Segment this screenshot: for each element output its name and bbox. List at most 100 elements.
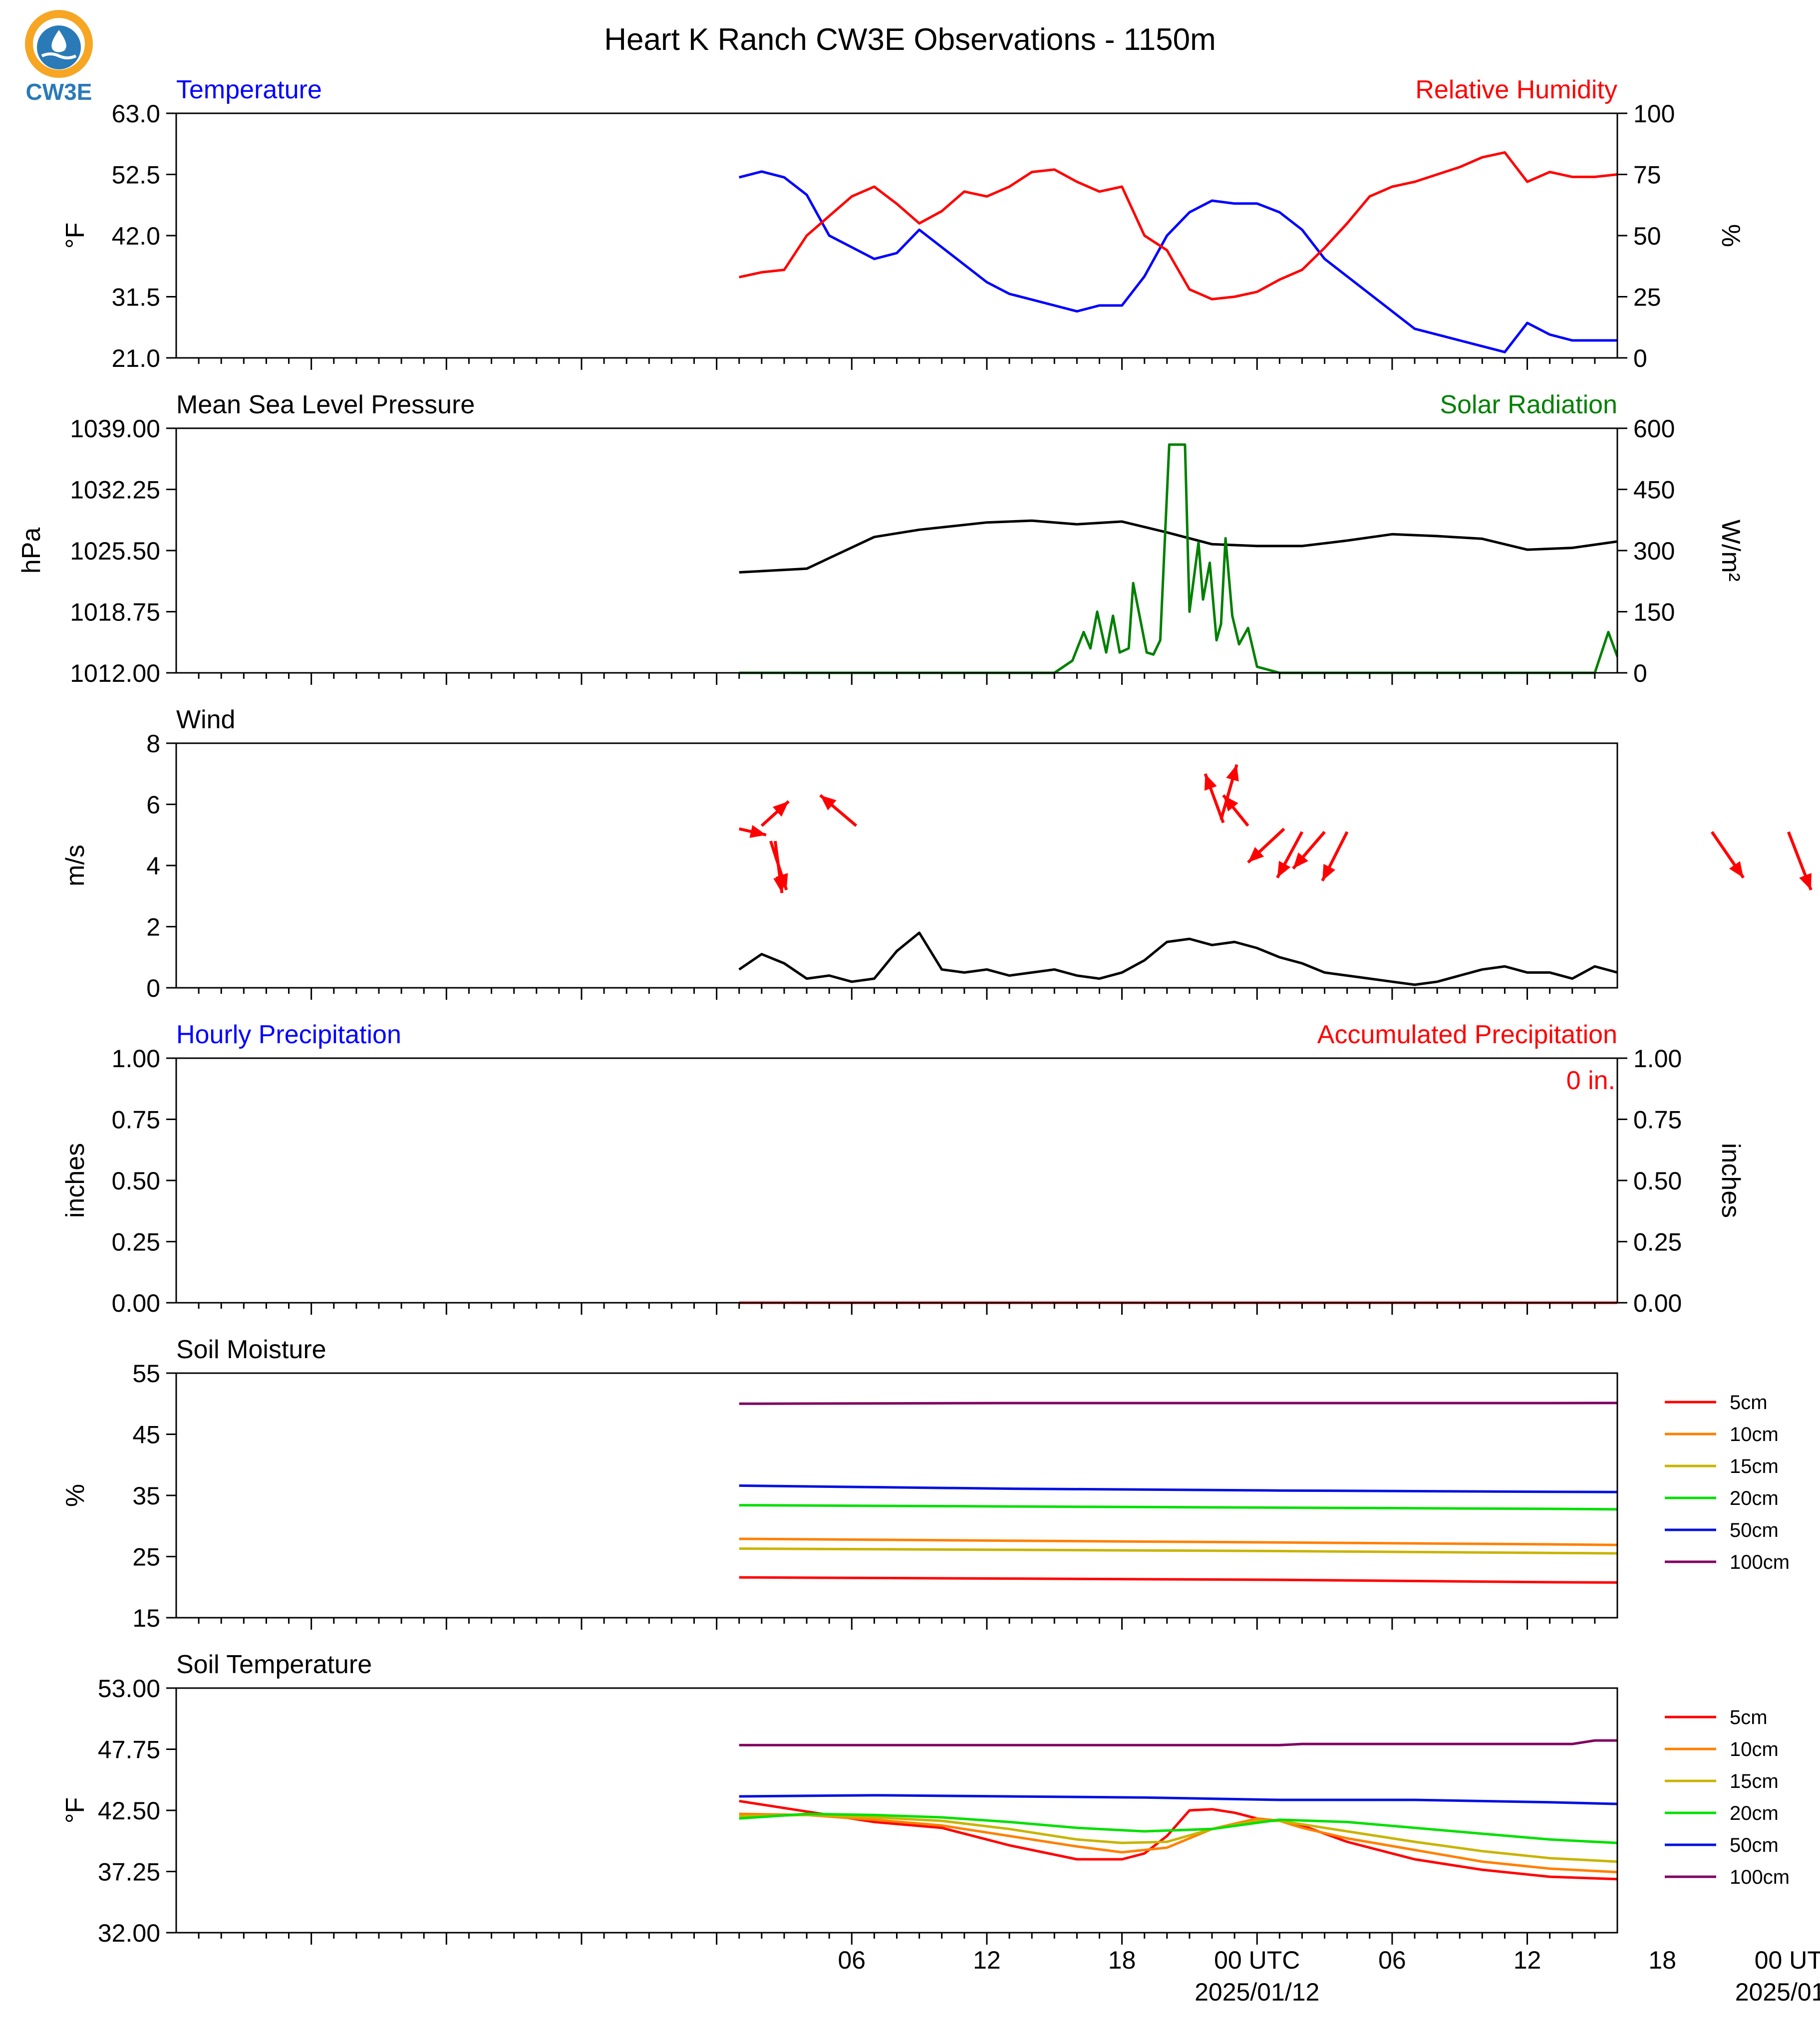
panel-title-right: Accumulated Precipitation bbox=[1317, 1020, 1617, 1049]
series-line-wind bbox=[738, 931, 1617, 986]
series-line-100cm bbox=[739, 1739, 1617, 1746]
y-tick-label-right: 0.25 bbox=[1633, 1228, 1682, 1256]
precipitation-panel: 0.00 0.25 0.50 0.75 1.00 0.00 0.25 0.50 0.75 1.00… bbox=[61, 1020, 1745, 1317]
y-axis-label-left: °F bbox=[61, 223, 90, 249]
y-tick-label-left: 55 bbox=[132, 1360, 160, 1388]
y-tick-label-right: 50 bbox=[1633, 222, 1661, 250]
legend-label: 5cm bbox=[1730, 1707, 1768, 1729]
y-tick-label-right: 100 bbox=[1633, 100, 1675, 128]
y-tick-label-left: 1012.00 bbox=[70, 659, 160, 687]
x-tick-label: 18 bbox=[1648, 1946, 1676, 1974]
legend-label: 15cm bbox=[1730, 1770, 1779, 1792]
y-tick-label-right: 25 bbox=[1633, 284, 1661, 311]
y-axis-label-left: % bbox=[61, 1484, 90, 1507]
x-tick-label: 00 UTC bbox=[1755, 1946, 1820, 1974]
legend-label: 5cm bbox=[1730, 1392, 1768, 1414]
y-tick-label-left: 1025.50 bbox=[70, 537, 160, 565]
x-tick-date: 2025/01/13 bbox=[1735, 1978, 1820, 2006]
y-tick-label-left: 63.0 bbox=[112, 100, 160, 128]
series-line-10cm bbox=[739, 1812, 1617, 1874]
panel-title-left: Mean Sea Level Pressure bbox=[176, 390, 475, 419]
y-tick-label-left: 1032.25 bbox=[70, 476, 160, 504]
x-tick-label: 18 bbox=[1108, 1946, 1136, 1974]
series-line-5cm bbox=[739, 1576, 1617, 1584]
y-tick-label-left: 52.5 bbox=[112, 161, 160, 189]
legend-label: 20cm bbox=[1730, 1802, 1779, 1824]
series-line-100cm bbox=[739, 1402, 1617, 1405]
logo-sun-ring bbox=[25, 10, 93, 78]
x-axis-labels: 06 12 18 00 UTC 2025/01/12 06 12 18 00 UTC 2025/0… bbox=[838, 1946, 1820, 2006]
logo-wave bbox=[41, 52, 77, 59]
y-tick-label-left: 21.0 bbox=[112, 344, 160, 372]
legend: 5cm 10cm 15cm 20cm 50cm 100cm bbox=[1665, 1392, 1790, 1573]
y-tick-label-right: 450 bbox=[1633, 476, 1675, 504]
wind-arrow-head bbox=[1799, 873, 1812, 890]
logo-text: CW3E bbox=[26, 79, 92, 105]
legend-label: 100cm bbox=[1730, 1551, 1790, 1573]
wind-arrow-head bbox=[1248, 847, 1264, 863]
y-tick-label-left: 6 bbox=[146, 791, 160, 819]
series-line-20cm bbox=[739, 1504, 1617, 1511]
y-tick-label-left: 31.5 bbox=[112, 284, 160, 311]
wind-arrows bbox=[739, 764, 1813, 893]
legend-label: 20cm bbox=[1730, 1487, 1779, 1509]
series-line-50cm bbox=[739, 1484, 1617, 1493]
pressure-solar-panel: 1012.00 1018.75 1025.50 1032.25 1039.00 0 150 3… bbox=[17, 390, 1745, 687]
y-tick-label-left: 0.50 bbox=[112, 1167, 160, 1195]
legend-label: 10cm bbox=[1730, 1424, 1779, 1446]
wind-arrow-head bbox=[1223, 795, 1238, 812]
x-tick-date: 2025/01/12 bbox=[1195, 1978, 1319, 2006]
y-tick-label-left: 45 bbox=[132, 1421, 160, 1449]
x-tick-label: 06 bbox=[1378, 1946, 1406, 1974]
panel-title-right: Relative Humidity bbox=[1415, 75, 1617, 104]
series-line-relative-humidity bbox=[739, 151, 1617, 300]
wind-arrow-head bbox=[749, 825, 766, 838]
y-tick-label-left: 0.25 bbox=[112, 1228, 160, 1256]
y-axis-label-right: % bbox=[1716, 224, 1745, 247]
y-tick-label-left: 47.75 bbox=[98, 1736, 160, 1764]
x-tick-label: 06 bbox=[838, 1946, 866, 1974]
y-tick-label-left: 32.00 bbox=[98, 1919, 160, 1947]
wind-arrow-head bbox=[1322, 864, 1336, 881]
y-tick-label-left: 35 bbox=[132, 1482, 160, 1510]
wind-arrow-head bbox=[1729, 861, 1744, 878]
y-tick-label-left: 37.25 bbox=[98, 1858, 160, 1886]
legend-label: 15cm bbox=[1730, 1455, 1779, 1477]
y-tick-label-left: 15 bbox=[132, 1604, 160, 1632]
y-tick-label-left: 1039.00 bbox=[70, 415, 160, 443]
y-tick-label-left: 0.00 bbox=[112, 1289, 160, 1317]
y-tick-label-right: 0 bbox=[1633, 659, 1647, 687]
series-line-15cm bbox=[739, 1813, 1617, 1863]
panel-title-left: Soil Temperature bbox=[176, 1650, 372, 1679]
wind-arrow-head bbox=[1277, 861, 1291, 878]
y-tick-label-left: 4 bbox=[146, 852, 160, 880]
x-tick-label: 12 bbox=[1514, 1946, 1541, 1974]
y-tick-label-right: 150 bbox=[1633, 598, 1675, 626]
cw3e-logo: CW3E bbox=[25, 10, 93, 105]
wind-arrow-head bbox=[1204, 774, 1217, 791]
y-tick-label-right: 0.50 bbox=[1633, 1167, 1682, 1195]
y-tick-label-left: 0 bbox=[146, 974, 160, 1002]
panel-title-left: Soil Moisture bbox=[176, 1335, 326, 1364]
x-tick-label: 00 UTC bbox=[1214, 1946, 1300, 1974]
x-tick-label: 12 bbox=[973, 1946, 1001, 1974]
temperature-humidity-panel: 21.0 31.5 42.0 52.5 63.0 0 25 50 75 100 Temperatur… bbox=[61, 75, 1745, 372]
soil-temperature-panel: 32.00 37.25 42.50 47.75 53.00 Soil Temperatur… bbox=[61, 1650, 1790, 1947]
panel-title-left: Hourly Precipitation bbox=[176, 1020, 401, 1049]
wind-arrow-head bbox=[772, 801, 789, 817]
series-line-10cm bbox=[739, 1537, 1617, 1546]
wind-arrow-head bbox=[1293, 852, 1308, 869]
y-tick-label-right: 300 bbox=[1633, 537, 1675, 565]
y-tick-label-right: 600 bbox=[1633, 415, 1675, 443]
y-tick-label-left: 0.75 bbox=[112, 1106, 160, 1134]
y-tick-label-left: 25 bbox=[132, 1543, 160, 1571]
series-line-15cm bbox=[739, 1547, 1617, 1555]
y-axis-label-right: W/m² bbox=[1716, 520, 1745, 581]
y-axis-label-left: m/s bbox=[61, 845, 90, 886]
y-tick-label-right: 0.00 bbox=[1633, 1289, 1682, 1317]
wind-arrow-head bbox=[1226, 764, 1239, 782]
panels: 21.031.542.052.563.00255075100Temperatur… bbox=[17, 75, 1820, 2006]
